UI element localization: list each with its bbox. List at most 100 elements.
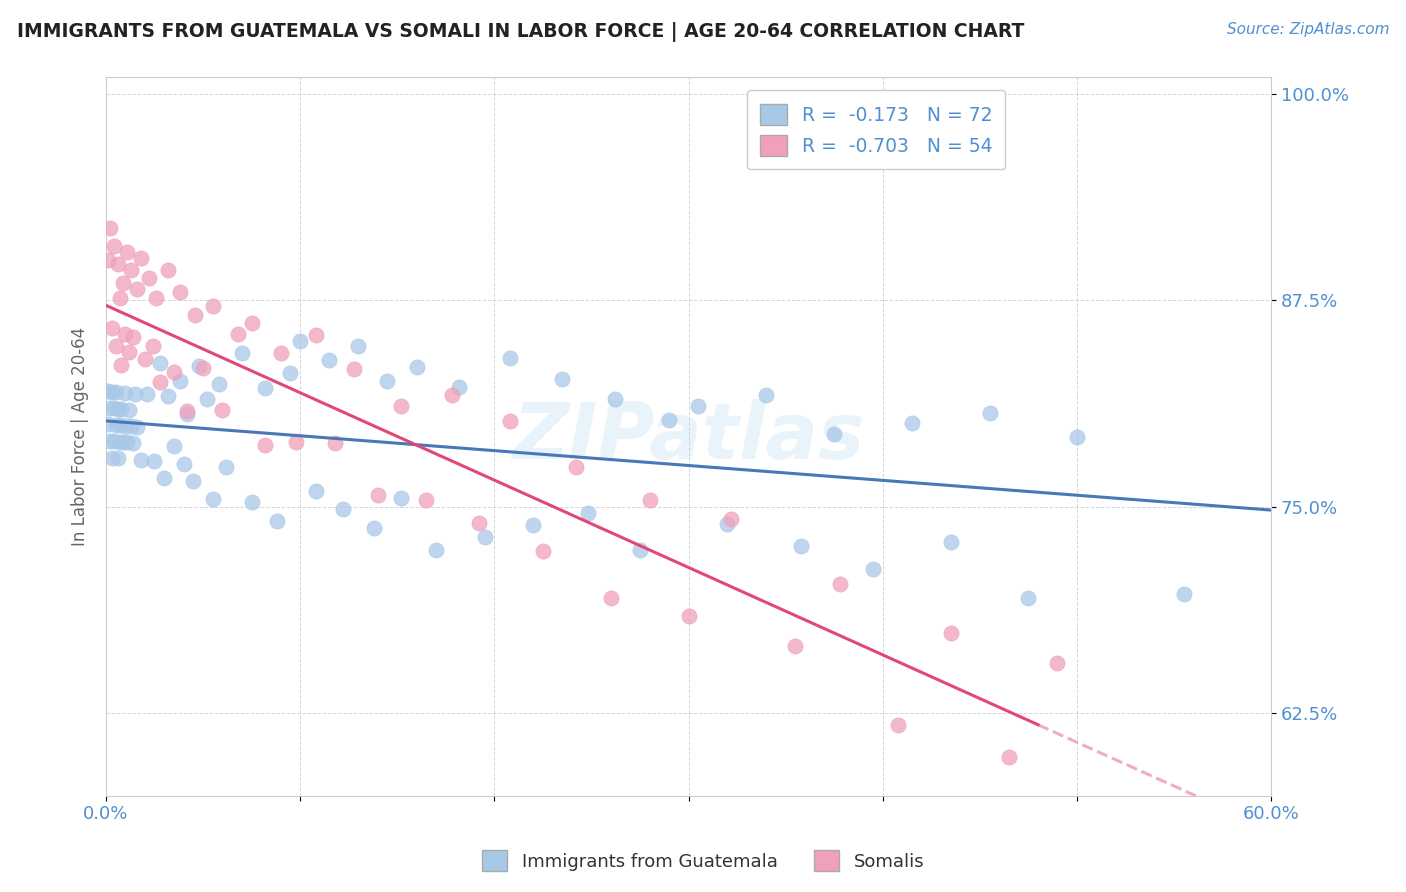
Point [998, 750, 1021, 764]
Point [862, 562, 884, 576]
Point [901, 417, 924, 431]
Point [887, 718, 910, 732]
Point [332, 502, 354, 516]
Point [117, 435, 139, 450]
Point [120, 263, 142, 277]
Point [98, 434, 121, 448]
Point [415, 492, 437, 507]
Point [288, 334, 311, 348]
Point [100, 450, 122, 465]
Point [377, 374, 399, 388]
Point [117, 245, 139, 260]
Point [440, 388, 463, 402]
Point [169, 285, 191, 299]
Point [110, 358, 132, 372]
Point [363, 521, 385, 535]
Point [828, 576, 851, 591]
Point [103, 401, 125, 416]
Point [755, 388, 778, 402]
Point [98, 220, 121, 235]
Point [207, 376, 229, 391]
Point [112, 277, 135, 291]
Point [318, 352, 340, 367]
Point [181, 474, 204, 488]
Point [226, 326, 249, 341]
Point [599, 591, 621, 605]
Point [304, 328, 326, 343]
Point [499, 351, 522, 365]
Point [157, 389, 180, 403]
Point [638, 492, 661, 507]
Point [201, 491, 224, 506]
Point [134, 351, 156, 366]
Point [323, 436, 346, 450]
Point [184, 308, 207, 322]
Point [1017, 591, 1039, 605]
Point [145, 291, 167, 305]
Point [176, 407, 198, 421]
Text: Source: ZipAtlas.com: Source: ZipAtlas.com [1226, 22, 1389, 37]
Point [240, 317, 263, 331]
Point [143, 454, 166, 468]
Point [129, 251, 152, 265]
Point [122, 330, 145, 344]
Point [499, 414, 522, 428]
Point [114, 385, 136, 400]
Point [211, 402, 233, 417]
Point [266, 514, 288, 528]
Point [449, 380, 471, 394]
Point [100, 320, 122, 334]
Point [163, 439, 186, 453]
Point [240, 495, 263, 509]
Point [107, 401, 129, 416]
Point [163, 365, 186, 379]
Point [107, 451, 129, 466]
Point [141, 339, 163, 353]
Point [129, 453, 152, 467]
Point [565, 459, 588, 474]
Point [169, 374, 191, 388]
Point [191, 361, 214, 376]
Point [114, 418, 136, 433]
Point [823, 426, 845, 441]
Point [135, 387, 157, 401]
Point [157, 263, 180, 277]
Point [104, 384, 127, 399]
Point [678, 608, 700, 623]
Point [979, 406, 1001, 420]
Point [939, 625, 962, 640]
Point [551, 371, 574, 385]
Point [103, 434, 125, 449]
Point [125, 419, 148, 434]
Point [215, 460, 238, 475]
Point [939, 535, 962, 549]
Point [138, 271, 160, 285]
Point [149, 355, 172, 369]
Point [173, 457, 195, 471]
Text: IMMIGRANTS FROM GUATEMALA VS SOMALI IN LABOR FORCE | AGE 20-64 CORRELATION CHART: IMMIGRANTS FROM GUATEMALA VS SOMALI IN L… [17, 22, 1024, 42]
Point [716, 516, 738, 531]
Point [125, 282, 148, 296]
Point [389, 399, 412, 413]
Point [522, 517, 544, 532]
Point [120, 419, 142, 434]
Legend: R =  -0.173   N = 72, R =  -0.703   N = 54: R = -0.173 N = 72, R = -0.703 N = 54 [747, 90, 1005, 169]
Point [118, 402, 141, 417]
Point [108, 418, 131, 433]
Point [343, 362, 366, 376]
Point [195, 392, 218, 407]
Point [254, 380, 277, 394]
Point [97, 384, 120, 399]
Legend: Immigrants from Guatemala, Somalis: Immigrants from Guatemala, Somalis [475, 843, 931, 879]
Point [108, 434, 131, 449]
Point [658, 413, 681, 427]
Point [97, 417, 120, 432]
Point [468, 516, 491, 530]
Point [124, 386, 146, 401]
Point [1173, 587, 1195, 601]
Point [628, 543, 651, 558]
Point [201, 299, 224, 313]
Point [108, 291, 131, 305]
Point [103, 239, 125, 253]
Point [153, 471, 176, 485]
